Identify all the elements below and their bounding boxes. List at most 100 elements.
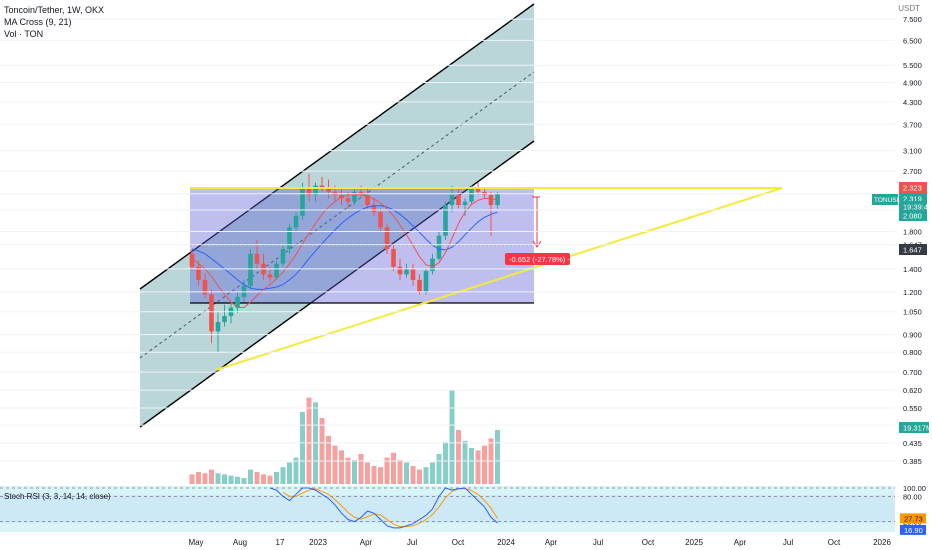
candle-body — [215, 321, 221, 332]
candle-body — [436, 235, 442, 259]
last-price-tag: 2.319 — [903, 195, 922, 204]
candle-body — [404, 268, 409, 275]
candle-body — [222, 316, 227, 322]
time-tick-label: 17 — [276, 538, 285, 547]
volume-bar — [228, 475, 234, 484]
price-tick-label: 6.500 — [903, 36, 922, 45]
volume-bar — [332, 445, 338, 484]
price-tick-label: 4.900 — [903, 78, 922, 87]
time-tick-label: Jul — [783, 538, 793, 547]
symbol-tag-bg — [872, 194, 898, 205]
time-tick-label: 2024 — [497, 538, 515, 547]
volume-bar — [449, 390, 455, 484]
volume-bar — [462, 440, 468, 484]
volume-bar — [319, 418, 325, 484]
volume-bar — [300, 412, 305, 484]
volume-bar — [345, 457, 351, 484]
time-tick-label: Apr — [545, 538, 558, 547]
price-tick-label: 3.700 — [903, 120, 922, 129]
candle-body — [430, 258, 435, 272]
candle-body — [378, 212, 383, 228]
time-tick-label: Oct — [452, 538, 465, 547]
candle-body — [488, 195, 494, 206]
candle-body — [241, 285, 247, 297]
high-price-tag: 2.323 — [903, 184, 922, 193]
candle-body — [189, 253, 195, 267]
candle-body — [365, 195, 370, 206]
time-tick-label: May — [188, 538, 203, 547]
candle-body — [300, 188, 305, 216]
volume-bar — [391, 452, 396, 484]
volume-bar — [339, 450, 344, 484]
volume-bar — [404, 462, 409, 484]
candle-body — [235, 296, 240, 308]
price-tick-label: 0.900 — [903, 331, 922, 340]
stoch-pane — [0, 486, 895, 532]
price-tick-label: 1.400 — [903, 265, 922, 274]
volume-bar — [436, 454, 442, 484]
volume-bar — [443, 442, 448, 484]
time-tick-label: Jul — [593, 538, 603, 547]
price-tick-label: 0.435 — [903, 439, 922, 448]
volume-bar — [430, 462, 435, 484]
candle-body — [254, 253, 260, 264]
low-price-tag: 2.080 — [903, 212, 922, 221]
stoch-rsi-legend[interactable]: Stoch RSI (3, 3, 14, 14, close) — [4, 492, 111, 501]
measure-label-bg — [505, 253, 570, 265]
price-tick-label: 2.700 — [903, 167, 922, 176]
volume-bar — [196, 472, 201, 484]
volume-bar — [326, 436, 331, 484]
candle-body — [391, 249, 396, 267]
candle-body — [293, 215, 299, 228]
ma-cross-legend[interactable]: MA Cross (9, 21) — [4, 17, 72, 27]
price-tick-label: 1.800 — [903, 227, 922, 236]
volume-bar — [248, 469, 253, 484]
volume-bar — [469, 448, 474, 484]
triangle-support-line — [215, 187, 783, 371]
candle-body — [384, 227, 390, 250]
measure-label: -0.652 (-27.78%) -652 — [509, 255, 582, 264]
time-tick-label: Oct — [828, 538, 841, 547]
volume-bar — [417, 469, 422, 484]
price-tick-label: 7.500 — [903, 15, 922, 24]
candle-body — [469, 188, 474, 202]
stoch-k-tag — [900, 524, 926, 535]
volume-bar — [202, 473, 208, 484]
price-tick-label: 3.100 — [903, 147, 922, 156]
candle-body — [410, 268, 416, 280]
candle-body — [417, 279, 422, 292]
candle-body — [267, 274, 273, 278]
candle-body — [248, 253, 253, 286]
volume-bar — [209, 469, 214, 484]
stoch-d-tag — [900, 513, 926, 524]
candle-body — [462, 201, 468, 206]
price-tick-label: 0.620 — [903, 386, 922, 395]
stoch-band — [0, 495, 895, 523]
volume-legend[interactable]: Vol · TON — [4, 29, 44, 39]
measure-arrowhead — [532, 240, 542, 248]
candle-body — [456, 195, 461, 206]
stoch-level-label: 80.00 — [903, 492, 922, 501]
volume-bar — [371, 466, 377, 484]
symbol-title[interactable]: Toncoin/Tether, 1W, OKX — [4, 5, 105, 15]
volume-bar — [378, 467, 383, 484]
time-tick-label: Aug — [233, 538, 247, 547]
candle-body — [313, 185, 318, 196]
price-tick-label: 0.800 — [903, 348, 922, 357]
volume-bar — [456, 430, 461, 484]
price-tick-label: 5.500 — [903, 61, 922, 70]
candle-body — [371, 205, 377, 213]
volume-bar — [423, 467, 429, 484]
time-tick-label: Apr — [734, 538, 747, 547]
candle-body — [287, 227, 292, 250]
volume-bar — [495, 430, 500, 484]
volume-bar — [235, 476, 240, 484]
low-price-tag-bg — [899, 210, 927, 221]
currency-label[interactable]: USDT — [898, 4, 920, 13]
candle-body — [306, 188, 312, 196]
candle-body — [345, 198, 351, 202]
volume-bar — [384, 457, 390, 484]
bar-countdown-tag: 19:39:43 — [903, 203, 932, 212]
volume-bar — [287, 462, 292, 484]
